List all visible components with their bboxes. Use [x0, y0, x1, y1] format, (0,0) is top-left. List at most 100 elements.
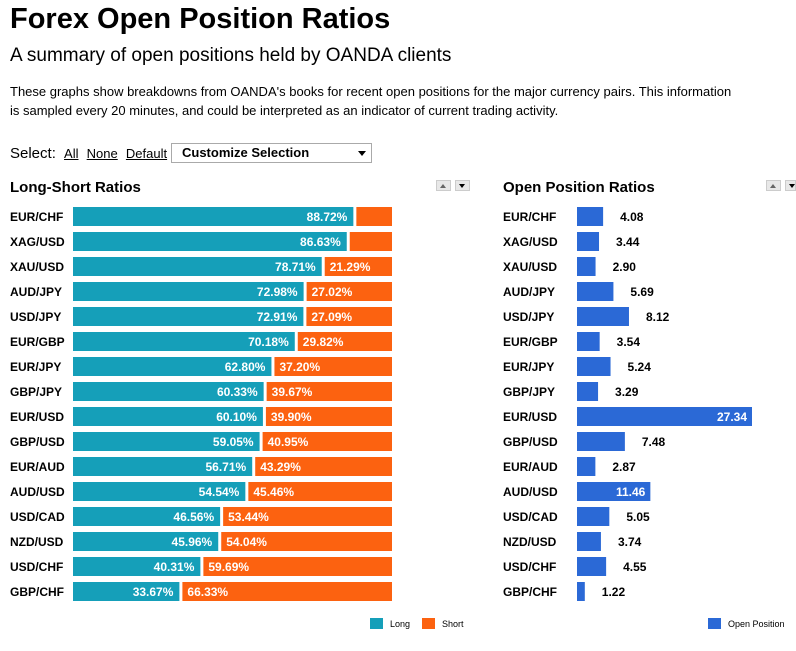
bar-short	[266, 382, 392, 401]
data-label-long: 40.31%	[154, 560, 195, 574]
category-label: AUD/JPY	[503, 285, 555, 299]
sort-up-icon[interactable]	[766, 180, 781, 191]
bar-open-position	[577, 582, 585, 601]
category-label: GBP/USD	[503, 435, 558, 449]
data-label-long: 60.33%	[217, 385, 258, 399]
long-short-title: Long-Short Ratios	[10, 179, 141, 196]
category-label: EUR/AUD	[10, 460, 65, 474]
data-label-open-position: 1.22	[602, 585, 626, 599]
sort-down-icon[interactable]	[785, 180, 796, 191]
bar-short	[324, 257, 392, 276]
data-label-short: 54.04%	[226, 535, 267, 549]
bar-open-position	[577, 207, 604, 226]
data-label-open-position: 27.34	[717, 410, 747, 424]
data-label-long: 88.72%	[307, 210, 348, 224]
bar-short	[182, 582, 392, 601]
category-label: EUR/USD	[10, 410, 64, 424]
category-label: GBP/USD	[10, 435, 65, 449]
category-label: NZD/USD	[10, 535, 64, 549]
category-label: USD/CAD	[10, 510, 65, 524]
category-label: USD/JPY	[503, 310, 554, 324]
bar-long	[73, 332, 295, 351]
data-label-open-position: 4.08	[620, 210, 644, 224]
chevron-down-icon	[358, 151, 366, 156]
category-label: XAU/USD	[10, 260, 64, 274]
category-label: XAG/USD	[503, 235, 558, 249]
bar-long	[73, 407, 263, 426]
category-label: EUR/AUD	[503, 460, 558, 474]
bar-long	[73, 257, 322, 276]
page-subtitle: A summary of open positions held by OAND…	[10, 45, 452, 66]
data-label-open-position: 5.05	[626, 510, 650, 524]
category-label: USD/CAD	[503, 510, 558, 524]
sort-up-icon[interactable]	[436, 180, 451, 191]
bar-open-position	[577, 532, 601, 551]
category-label: EUR/GBP	[503, 335, 558, 349]
bar-long	[73, 282, 304, 301]
bar-short	[223, 507, 392, 526]
data-label-short: 66.33%	[187, 585, 228, 599]
open-position-legend: Open Position	[708, 618, 785, 629]
customize-selection-dropdown[interactable]: Customize Selection	[171, 143, 372, 163]
bar-short	[356, 207, 392, 226]
description-line-1: These graphs show breakdowns from OANDA'…	[10, 84, 732, 99]
bar-long	[73, 482, 246, 501]
data-label-open-position: 2.90	[613, 260, 637, 274]
data-label-long: 86.63%	[300, 235, 341, 249]
category-label: AUD/JPY	[10, 285, 62, 299]
bar-short	[203, 557, 392, 576]
bar-open-position	[577, 307, 629, 326]
sort-down-icon[interactable]	[455, 180, 470, 191]
category-label: EUR/CHF	[503, 210, 556, 224]
data-label-short: 27.02%	[312, 285, 353, 299]
bar-short	[306, 282, 392, 301]
selection-row: Select: All None Default	[10, 145, 167, 162]
bar-open-position	[577, 507, 610, 526]
bar-long	[73, 507, 221, 526]
select-label: Select:	[10, 145, 56, 162]
data-label-long: 56.71%	[206, 460, 247, 474]
data-label-open-position: 8.12	[646, 310, 670, 324]
bar-long	[73, 307, 304, 326]
category-label: AUD/USD	[503, 485, 558, 499]
description-line-2: is sampled every 20 minutes, and could b…	[10, 103, 559, 118]
data-label-long: 78.71%	[275, 260, 316, 274]
data-label-short: 43.29%	[260, 460, 301, 474]
data-label-open-position: 3.44	[616, 235, 640, 249]
open-position-title: Open Position Ratios	[503, 179, 655, 196]
category-label: XAG/USD	[10, 235, 65, 249]
bar-short	[255, 457, 392, 476]
data-label-open-position: 11.46	[616, 485, 646, 499]
bar-short	[221, 532, 392, 551]
category-label: NZD/USD	[503, 535, 557, 549]
category-label: AUD/USD	[10, 485, 65, 499]
select-none-link[interactable]: None	[86, 146, 118, 161]
data-label-short: 39.67%	[272, 385, 313, 399]
bar-open-position	[577, 257, 596, 276]
bar-open-position	[577, 232, 600, 251]
category-label: GBP/CHF	[503, 585, 557, 599]
bar-long	[73, 357, 272, 376]
select-all-link[interactable]: All	[64, 146, 79, 161]
data-label-open-position: 5.69	[630, 285, 654, 299]
data-label-open-position: 3.74	[618, 535, 642, 549]
data-label-long: 54.54%	[199, 485, 240, 499]
bar-long	[73, 382, 264, 401]
bar-long	[73, 532, 219, 551]
category-label: XAU/USD	[503, 260, 557, 274]
bar-open-position	[577, 432, 625, 451]
bar-short	[265, 407, 392, 426]
data-label-short: 40.95%	[268, 435, 309, 449]
select-default-link[interactable]: Default	[125, 146, 168, 161]
bar-open-position	[577, 482, 651, 501]
bar-open-position	[577, 332, 600, 351]
dropdown-value: Customize Selection	[182, 145, 310, 160]
bar-long	[73, 232, 347, 251]
bar-short	[297, 332, 392, 351]
bar-open-position	[577, 282, 614, 301]
page-description: These graphs show breakdowns from OANDA'…	[10, 82, 796, 120]
long-short-chart: EUR/CHF 88.72% XAG/USD 86.63% XAU/USD 78.71% 2…	[10, 207, 392, 601]
category-label: USD/JPY	[10, 310, 61, 324]
bar-long	[73, 582, 180, 601]
data-label-short: 37.20%	[279, 360, 320, 374]
